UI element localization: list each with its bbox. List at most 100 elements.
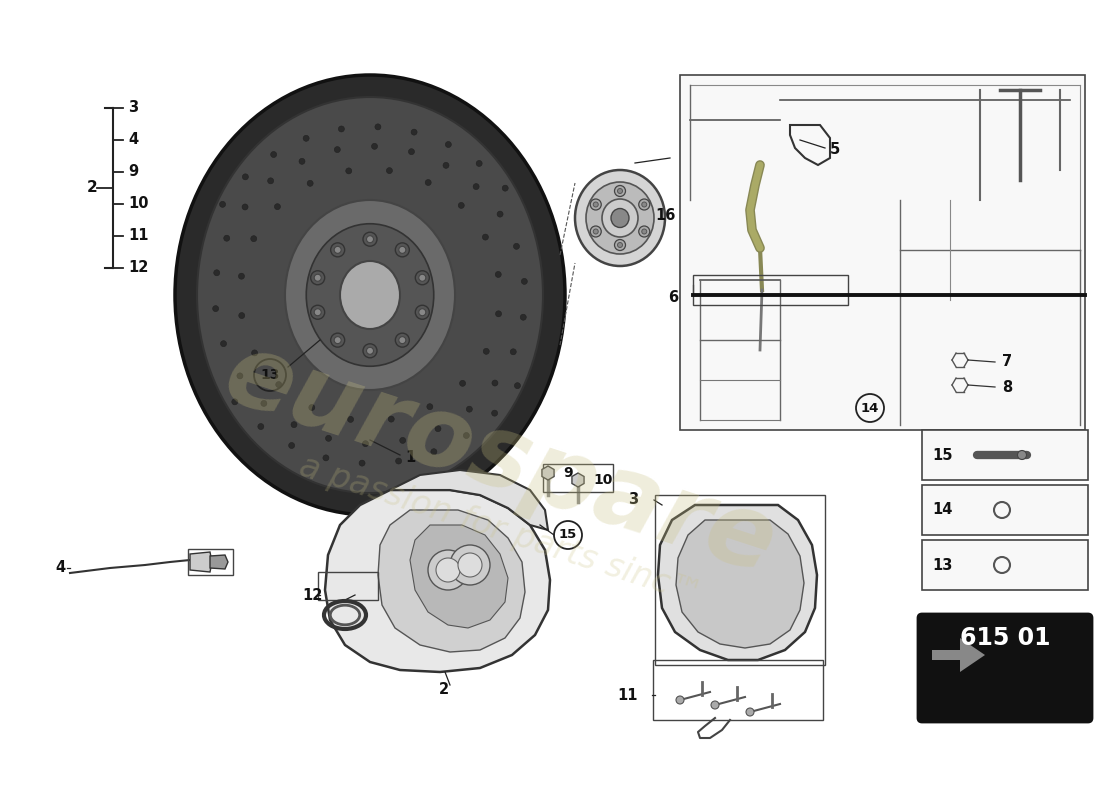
- Circle shape: [271, 151, 277, 158]
- Circle shape: [395, 243, 409, 257]
- Circle shape: [359, 460, 365, 466]
- Circle shape: [292, 422, 297, 428]
- Circle shape: [310, 270, 324, 285]
- Text: 4: 4: [128, 133, 139, 147]
- Circle shape: [363, 441, 368, 446]
- Circle shape: [495, 310, 502, 317]
- Circle shape: [220, 341, 227, 346]
- Circle shape: [419, 309, 426, 316]
- Polygon shape: [190, 552, 212, 572]
- Circle shape: [495, 271, 502, 278]
- Text: 10: 10: [593, 473, 613, 487]
- Circle shape: [288, 442, 295, 449]
- Polygon shape: [658, 505, 817, 660]
- Circle shape: [267, 178, 274, 184]
- Text: a passion for parts sinc™: a passion for parts sinc™: [295, 450, 705, 610]
- Circle shape: [242, 174, 249, 180]
- Circle shape: [711, 701, 719, 709]
- Circle shape: [331, 333, 344, 347]
- Circle shape: [436, 558, 460, 582]
- Polygon shape: [210, 555, 228, 569]
- Circle shape: [514, 243, 519, 250]
- Circle shape: [450, 545, 490, 585]
- Circle shape: [242, 204, 249, 210]
- Circle shape: [223, 235, 230, 242]
- Circle shape: [615, 239, 626, 250]
- Polygon shape: [378, 510, 525, 652]
- Circle shape: [309, 405, 315, 410]
- Polygon shape: [390, 470, 548, 530]
- Circle shape: [252, 350, 257, 356]
- Circle shape: [251, 236, 256, 242]
- Circle shape: [399, 438, 406, 443]
- Circle shape: [399, 337, 406, 344]
- Circle shape: [366, 236, 374, 242]
- Text: 14: 14: [861, 402, 879, 414]
- Circle shape: [416, 306, 429, 319]
- Circle shape: [483, 234, 488, 240]
- Circle shape: [334, 146, 340, 153]
- Text: 15: 15: [932, 447, 953, 462]
- Text: eurospare: eurospare: [212, 326, 788, 594]
- Circle shape: [213, 270, 220, 276]
- Text: 9: 9: [563, 466, 573, 480]
- Text: 11: 11: [617, 687, 638, 702]
- Circle shape: [315, 274, 321, 282]
- Circle shape: [1018, 450, 1026, 459]
- Text: 15: 15: [559, 529, 578, 542]
- Text: 16: 16: [654, 207, 675, 222]
- Circle shape: [323, 455, 329, 461]
- Circle shape: [366, 347, 374, 354]
- Ellipse shape: [340, 261, 400, 329]
- Text: 2: 2: [87, 181, 98, 195]
- Circle shape: [261, 401, 267, 406]
- Text: 3: 3: [128, 101, 139, 115]
- Text: 11: 11: [128, 229, 148, 243]
- Ellipse shape: [175, 75, 565, 515]
- Circle shape: [416, 270, 429, 285]
- Circle shape: [408, 149, 415, 154]
- Circle shape: [591, 226, 602, 237]
- Circle shape: [434, 426, 441, 432]
- Text: 8: 8: [1002, 379, 1012, 394]
- Circle shape: [395, 333, 409, 347]
- Circle shape: [419, 274, 426, 282]
- Text: 9: 9: [128, 165, 139, 179]
- Circle shape: [232, 399, 238, 405]
- Circle shape: [641, 202, 647, 207]
- Circle shape: [236, 373, 243, 379]
- Circle shape: [388, 416, 394, 422]
- Circle shape: [458, 553, 482, 577]
- Circle shape: [641, 229, 647, 234]
- Polygon shape: [932, 638, 984, 672]
- Text: 4: 4: [55, 561, 65, 575]
- Ellipse shape: [602, 199, 638, 237]
- FancyBboxPatch shape: [922, 430, 1088, 480]
- Polygon shape: [410, 525, 508, 628]
- Circle shape: [375, 124, 381, 130]
- Text: 615 01: 615 01: [959, 626, 1050, 650]
- Circle shape: [399, 246, 406, 254]
- Circle shape: [521, 278, 527, 284]
- Circle shape: [593, 229, 598, 234]
- Circle shape: [386, 168, 393, 174]
- Text: 13: 13: [261, 368, 279, 382]
- Ellipse shape: [197, 97, 543, 493]
- Circle shape: [617, 189, 623, 194]
- Polygon shape: [542, 466, 554, 480]
- Text: 3: 3: [628, 493, 638, 507]
- Circle shape: [746, 708, 754, 716]
- Text: 1: 1: [405, 450, 416, 466]
- Circle shape: [299, 158, 305, 164]
- Circle shape: [510, 349, 516, 354]
- Ellipse shape: [610, 209, 629, 227]
- Text: 13: 13: [932, 558, 953, 573]
- Circle shape: [331, 243, 344, 257]
- Circle shape: [411, 129, 417, 135]
- Circle shape: [473, 183, 480, 190]
- Circle shape: [276, 382, 282, 387]
- FancyBboxPatch shape: [918, 614, 1092, 722]
- Circle shape: [460, 380, 465, 386]
- Text: 12: 12: [302, 587, 322, 602]
- Text: 10: 10: [128, 197, 148, 211]
